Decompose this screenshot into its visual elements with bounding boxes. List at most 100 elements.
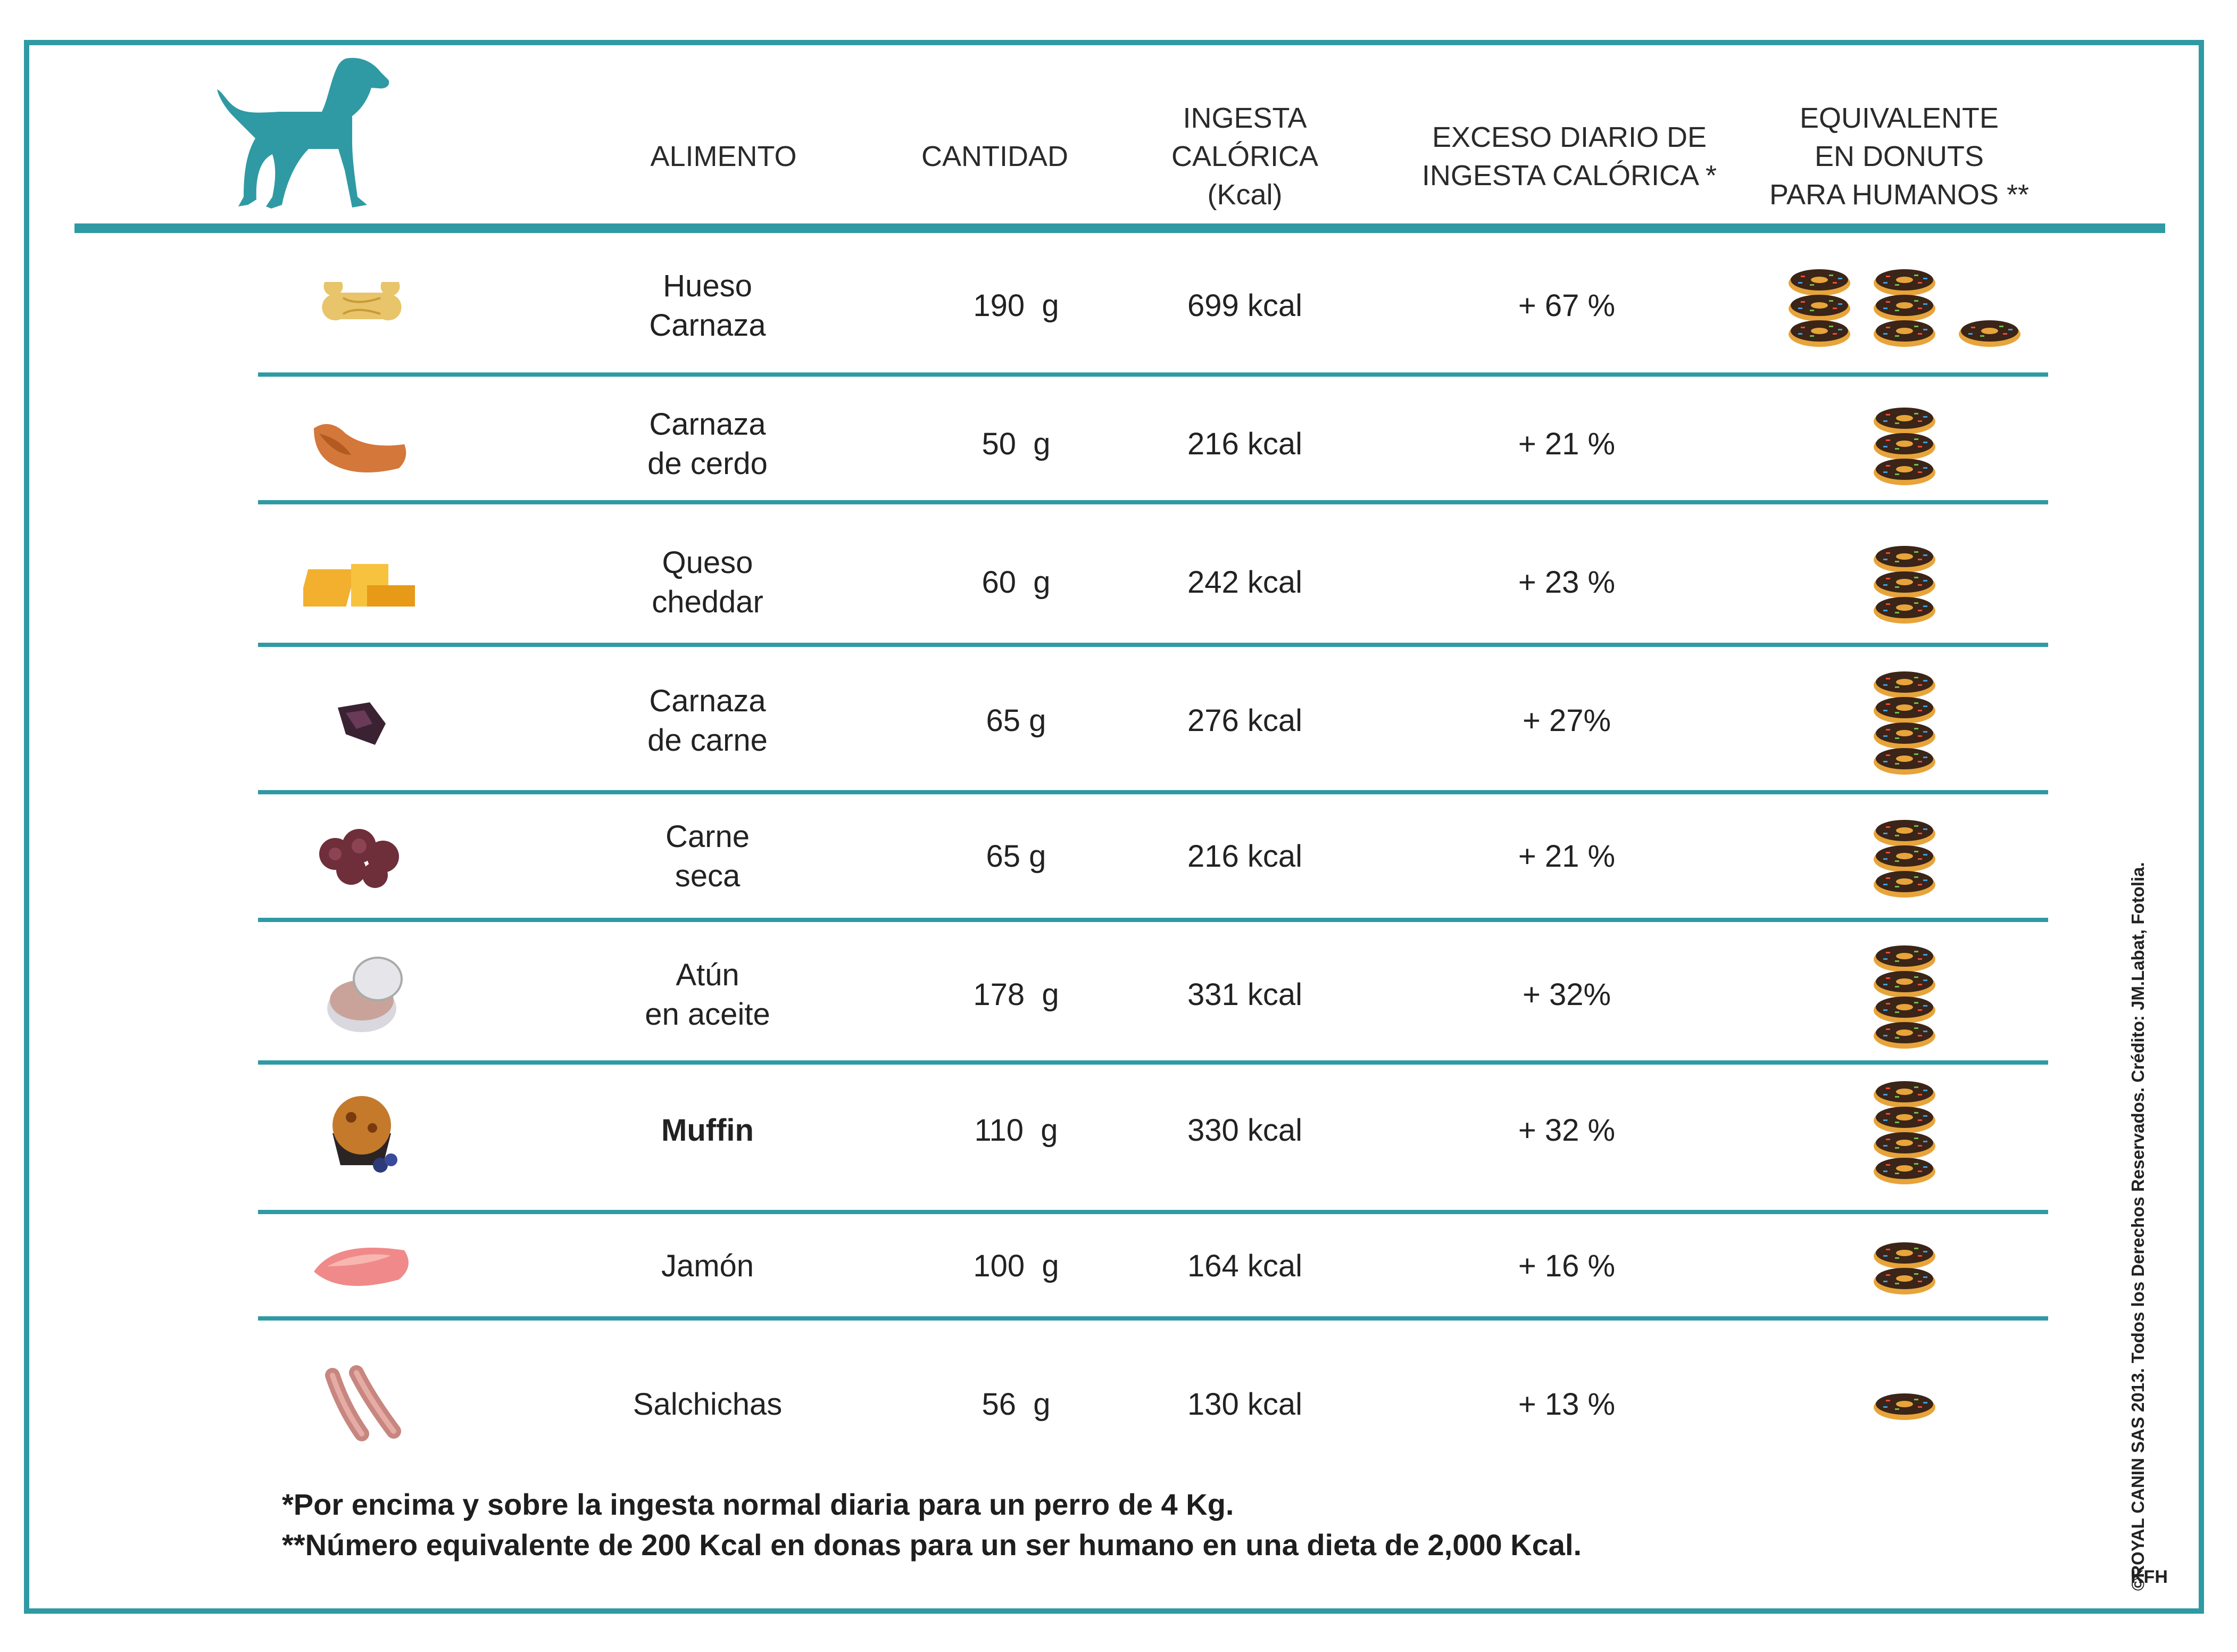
food-name-line: Hueso: [663, 269, 752, 303]
donut-stack: [1787, 269, 1851, 348]
donut-stack: [1873, 269, 1936, 348]
donut-icon: [1874, 723, 1935, 749]
row-divider: [258, 790, 2048, 794]
quantity-cell: 178 g: [973, 977, 1059, 1012]
row-divider: [258, 372, 2048, 377]
kcal-cell: 130 kcal: [1187, 1387, 1303, 1422]
quantity-cell: 65 g: [986, 703, 1046, 738]
quantity-cell: 50 g: [982, 427, 1051, 461]
header-ingesta-line: (Kcal): [1207, 179, 1283, 211]
food-name: Salchichas: [548, 1385, 867, 1424]
food-name: Atún en aceite: [548, 956, 867, 1034]
donut-icon: [1874, 1158, 1935, 1184]
donut-stack: [1873, 1242, 1936, 1296]
excess-cell: + 16 %: [1518, 1249, 1616, 1283]
footnote-1: *Por encima y sobre la ingesta normal di…: [282, 1488, 1234, 1521]
excess-cell: + 21 %: [1518, 839, 1616, 874]
kcal-cell: 242 kcal: [1187, 565, 1303, 600]
food-name-line: seca: [675, 859, 741, 893]
donut-icon: [1874, 1081, 1935, 1108]
food-name-line: Jamón: [661, 1249, 754, 1283]
photo-credit: ©ROYAL CANIN SAS 2013. Todos los Derecho…: [2128, 862, 2148, 1591]
excess-cell: + 32%: [1522, 977, 1611, 1012]
table-frame: [24, 40, 2204, 1614]
footnotes: *Por encima y sobre la ingesta normal di…: [282, 1484, 1582, 1565]
donut-icon: [1789, 320, 1850, 347]
donut-equivalent: [1740, 264, 2069, 348]
ham-icon: [298, 1213, 426, 1319]
donut-equivalent: [1740, 402, 2069, 486]
dog-silhouette-icon: [217, 57, 389, 209]
food-name-line: Carnaza: [649, 308, 766, 343]
donut-stack: [1958, 320, 2022, 348]
food-name-line: Salchichas: [633, 1387, 783, 1422]
quantity-cell: 190 g: [973, 288, 1059, 323]
kcal-cell: 331 kcal: [1187, 977, 1303, 1012]
donut-stack: [1873, 671, 1936, 776]
donut-icon: [1874, 997, 1935, 1023]
header-ingesta: INGESTA CALÓRICA (Kcal): [1133, 99, 1357, 214]
header-exceso-line: INGESTA CALÓRICA *: [1421, 160, 1717, 192]
header-alimento: ALIMENTO: [650, 140, 797, 172]
header-equivalente-line: EN DONUTS: [1814, 140, 1984, 172]
muffin-icon: [298, 1077, 426, 1184]
donut-equivalent: [1740, 1388, 2069, 1421]
excess-cell: + 23 %: [1518, 565, 1616, 600]
donut-stack: [1873, 1393, 1936, 1421]
donut-icon: [1874, 408, 1935, 434]
food-name: Muffin: [548, 1111, 867, 1150]
donut-icon: [1874, 671, 1935, 698]
donut-equivalent: [1740, 541, 2069, 625]
donut-icon: [1874, 971, 1935, 998]
food-name-line: Queso: [662, 545, 753, 580]
donut-icon: [1874, 748, 1935, 775]
food-name: Jamón: [548, 1247, 867, 1286]
header-ingesta-line: CALÓRICA: [1171, 140, 1319, 172]
sausages-icon: [298, 1351, 426, 1458]
donut-icon: [1874, 1268, 1935, 1294]
food-name: Carne seca: [548, 817, 867, 896]
donut-icon: [1789, 269, 1850, 296]
donut-icon: [1874, 1393, 1935, 1420]
row-divider: [258, 1060, 2048, 1065]
kcal-cell: 216 kcal: [1187, 427, 1303, 461]
quantity-cell: 56 g: [982, 1387, 1051, 1422]
donut-icon: [1874, 571, 1935, 598]
header-cantidad: CANTIDAD: [921, 140, 1068, 172]
donut-equivalent: [1740, 666, 2069, 776]
donut-icon: [1874, 546, 1935, 572]
food-name: Queso cheddar: [548, 543, 867, 622]
header-equivalente: EQUIVALENTE EN DONUTS PARA HUMANOS **: [1734, 99, 2064, 214]
row-divider: [258, 1210, 2048, 1214]
kcal-cell: 699 kcal: [1187, 288, 1303, 323]
header-exceso: EXCESO DIARIO DE INGESTA CALÓRICA *: [1399, 118, 1740, 195]
donut-icon: [1874, 269, 1935, 296]
kcal-cell: 216 kcal: [1187, 839, 1303, 874]
food-name-line: Atún: [676, 958, 739, 992]
header-exceso-line: EXCESO DIARIO DE: [1432, 121, 1707, 153]
donut-icon: [1874, 459, 1935, 485]
food-name-line: en aceite: [645, 997, 770, 1032]
brand-mark: KFH: [2131, 1567, 2168, 1587]
food-name-line: Carne: [666, 819, 750, 854]
row-divider: [258, 643, 2048, 647]
excess-cell: + 32 %: [1518, 1113, 1616, 1148]
header-equivalente-line: PARA HUMANOS **: [1769, 179, 2030, 211]
donut-icon: [1874, 697, 1935, 724]
food-name-line: Carnaza: [649, 407, 766, 442]
donut-icon: [1789, 295, 1850, 321]
header-equivalente-line: EQUIVALENTE: [1799, 102, 1999, 134]
donut-stack: [1873, 1081, 1936, 1185]
quantity-cell: 65 g: [986, 839, 1046, 874]
jerky-icon: [298, 803, 426, 910]
donut-stack: [1873, 945, 1936, 1050]
header-rule: [74, 223, 2165, 233]
pork-rawhide-icon: [298, 391, 426, 497]
excess-cell: + 27%: [1522, 703, 1611, 738]
donut-icon: [1874, 295, 1935, 321]
kcal-cell: 164 kcal: [1187, 1249, 1303, 1283]
header-ingesta-line: INGESTA: [1183, 102, 1307, 134]
donut-icon: [1874, 845, 1935, 872]
kcal-cell: 276 kcal: [1187, 703, 1303, 738]
food-name: Carnaza de carne: [548, 682, 867, 760]
